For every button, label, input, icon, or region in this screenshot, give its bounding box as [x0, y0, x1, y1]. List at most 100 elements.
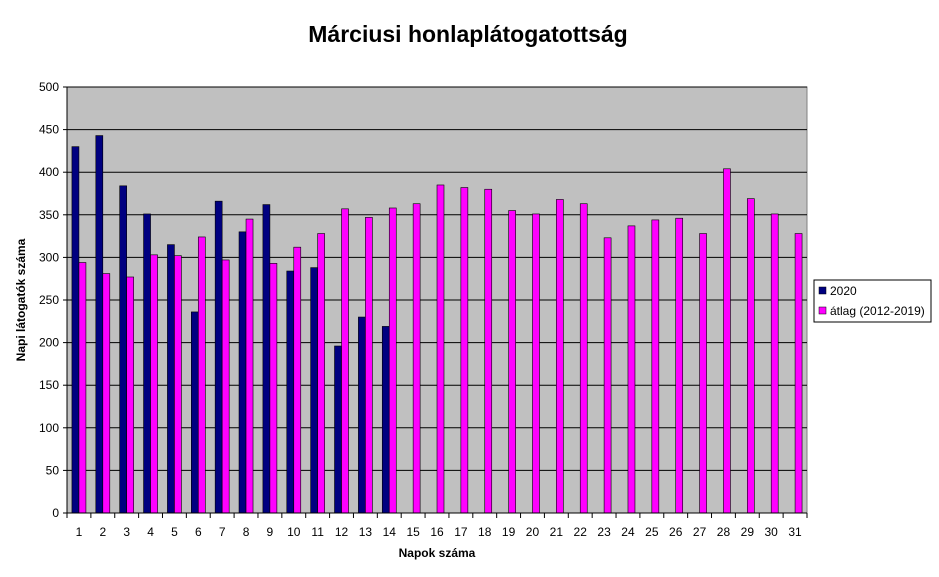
bar-atlag-day-10 — [293, 246, 302, 514]
bar-atlag-day-21 — [556, 199, 564, 514]
bar-atlag-day-28 — [723, 168, 731, 514]
x-tick-label: 27 — [693, 525, 707, 539]
x-tick-label: 1 — [76, 525, 83, 539]
bar-atlag-day-5 — [174, 255, 182, 514]
bar-atlag-day-13 — [365, 217, 373, 514]
x-tick-label: 12 — [335, 525, 349, 539]
y-tick-labels: 0 50 100 150 200 250 300 350 400 450 500 — [39, 80, 59, 520]
y-tick-label: 200 — [39, 336, 59, 350]
x-tick-label: 29 — [741, 525, 755, 539]
bar-atlag-day-12 — [341, 208, 349, 514]
axes — [63, 86, 808, 518]
x-tick-label: 2 — [99, 525, 106, 539]
bar-2020-day-9 — [262, 204, 271, 514]
bar-atlag-day-25 — [651, 219, 660, 514]
bar-atlag-day-18 — [484, 188, 493, 514]
x-tick-label: 22 — [574, 525, 588, 539]
bar-atlag-day-8 — [245, 218, 254, 514]
x-axis-label: Napok száma — [399, 546, 476, 560]
bar-atlag-day-4 — [150, 254, 158, 514]
bar-2020-day-6 — [190, 311, 199, 514]
bar-2020-day-13 — [358, 316, 366, 514]
bar-2020-day-2 — [95, 135, 104, 514]
legend-label-2020: 2020 — [830, 284, 857, 298]
x-tick-label: 26 — [669, 525, 683, 539]
bar-atlag-day-20 — [532, 213, 540, 514]
bar-atlag-day-16 — [436, 184, 445, 514]
bar-2020-day-5 — [167, 244, 175, 514]
legend: 2020 átlag (2012-2019) — [813, 279, 932, 323]
x-tick-label: 7 — [219, 525, 226, 539]
y-tick-label: 150 — [39, 378, 59, 392]
x-tick-label: 31 — [788, 525, 802, 539]
x-tick-label: 19 — [502, 525, 516, 539]
bar-atlag-day-31 — [794, 233, 803, 514]
bar-atlag-day-2 — [102, 273, 111, 514]
y-tick-label: 300 — [39, 250, 59, 264]
y-tick-label: 0 — [52, 506, 59, 520]
x-tick-label: 9 — [267, 525, 274, 539]
x-tick-label: 17 — [454, 525, 468, 539]
legend-swatch-2020 — [818, 286, 827, 295]
x-tick-label: 21 — [550, 525, 564, 539]
bar-2020-day-1 — [71, 146, 80, 514]
x-tick-label: 4 — [147, 525, 154, 539]
x-tick-label: 3 — [123, 525, 130, 539]
bar-atlag-day-22 — [579, 203, 588, 514]
bar-atlag-day-7 — [221, 259, 230, 514]
y-tick-label: 50 — [46, 463, 60, 477]
x-tick-label: 6 — [195, 525, 202, 539]
bar-atlag-day-19 — [508, 210, 516, 514]
y-tick-label: 400 — [39, 165, 59, 179]
bar-atlag-day-9 — [269, 263, 278, 514]
bar-atlag-day-30 — [770, 213, 779, 514]
x-tick-label: 14 — [383, 525, 397, 539]
x-tick-label: 8 — [243, 525, 250, 539]
x-tick-label: 25 — [645, 525, 659, 539]
bar-atlag-day-27 — [699, 233, 707, 514]
bar-atlag-day-23 — [603, 237, 612, 514]
x-tick-label: 23 — [597, 525, 611, 539]
x-tick-label: 11 — [311, 525, 324, 539]
bar-2020-day-7 — [214, 200, 223, 514]
x-tick-label: 18 — [478, 525, 492, 539]
legend-box — [813, 279, 932, 323]
x-tick-label: 10 — [287, 525, 301, 539]
x-tick-label: 16 — [430, 525, 444, 539]
y-tick-label: 500 — [39, 80, 59, 94]
gridlines — [67, 86, 807, 471]
y-axis-label: Napi látogatók száma — [14, 238, 28, 361]
bar-2020-day-3 — [119, 185, 127, 514]
y-tick-label: 100 — [39, 421, 59, 435]
bar-2020-day-14 — [381, 326, 390, 514]
bar-atlag-day-1 — [78, 262, 87, 514]
x-tick-label: 24 — [621, 525, 635, 539]
bar-2020-day-4 — [143, 213, 151, 514]
bar-atlag-day-11 — [317, 233, 325, 514]
bar-atlag-day-24 — [627, 225, 636, 514]
bar-2020-day-11 — [310, 267, 318, 514]
x-tick-labels: 1 2 3 4 5 6 7 8 9 10 11 12 13 14 15 16 17 18 19 20 21 22 23 24 2… — [76, 525, 802, 539]
x-tick-label: 28 — [717, 525, 731, 539]
y-tick-label: 250 — [39, 293, 59, 307]
bar-atlag-day-15 — [412, 203, 421, 514]
bar-atlag-day-14 — [388, 207, 397, 514]
chart-title: Márciusi honlaplátogatottság — [308, 21, 627, 47]
bar-atlag-day-26 — [675, 217, 684, 514]
bar-atlag-day-3 — [126, 276, 134, 514]
bar-2020-day-8 — [238, 231, 247, 514]
bar-2020-day-12 — [334, 345, 342, 514]
legend-swatch-atlag — [818, 306, 827, 315]
x-tick-label: 5 — [171, 525, 178, 539]
y-tick-label: 350 — [39, 208, 59, 222]
x-tick-label: 15 — [406, 525, 420, 539]
bar-atlag-day-17 — [460, 187, 469, 514]
x-tick-label: 20 — [526, 525, 540, 539]
y-tick-label: 450 — [39, 123, 59, 137]
x-tick-label: 30 — [765, 525, 779, 539]
bar-atlag-day-29 — [747, 198, 755, 514]
legend-label-atlag: átlag (2012-2019) — [830, 304, 925, 318]
x-tick-label: 13 — [359, 525, 373, 539]
bar-atlag-day-6 — [197, 236, 206, 514]
